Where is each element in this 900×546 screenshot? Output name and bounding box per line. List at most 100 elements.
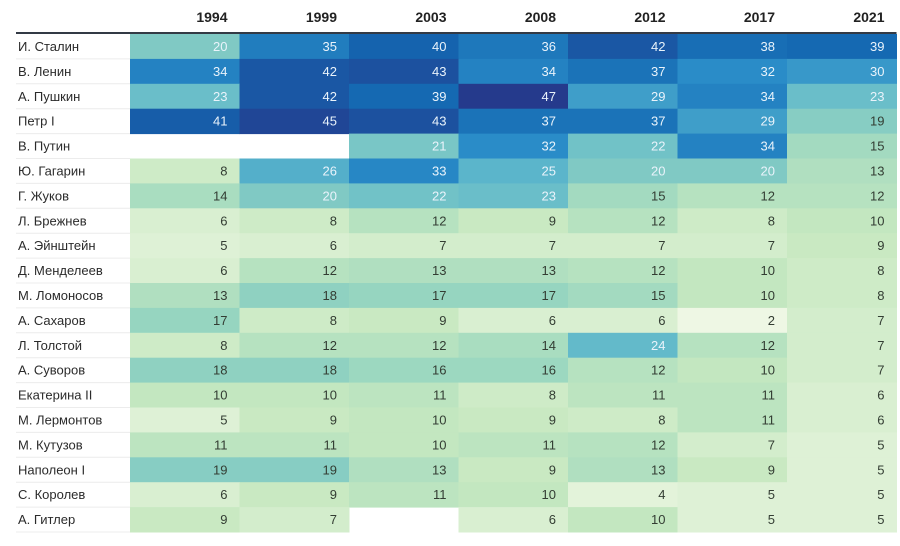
heatmap-cell [458, 507, 569, 533]
cell-value: 23 [870, 89, 884, 104]
heatmap-cell [458, 108, 569, 135]
heatmap-cell [130, 233, 240, 259]
heatmap-cell [458, 183, 569, 209]
cell-value: 10 [870, 213, 884, 228]
cell-value: 34 [761, 89, 775, 104]
cell-value: 10 [432, 412, 446, 427]
column-header: 2008 [525, 9, 556, 25]
row-label: Л. Толстой [18, 338, 82, 353]
cell-value: 9 [330, 487, 337, 502]
row-label: В. Ленин [18, 64, 71, 79]
heatmap-cell [677, 233, 788, 259]
heatmap-cell [349, 208, 459, 234]
cell-value: 8 [549, 388, 556, 403]
heatmap-cell [787, 332, 897, 359]
cell-value: 42 [323, 89, 337, 104]
heatmap-cell [677, 133, 788, 159]
cell-value: 43 [432, 64, 446, 79]
heatmap-cell [130, 357, 240, 384]
heatmap-cell [568, 507, 678, 533]
cell-value: 26 [323, 163, 337, 178]
heatmap-cell [568, 108, 678, 135]
cell-value: 18 [323, 288, 337, 303]
cell-value: 17 [213, 313, 227, 328]
heatmap-cell [130, 457, 240, 483]
column-header: 1999 [306, 9, 337, 25]
cell-value: 7 [658, 238, 665, 253]
heatmap-cell [239, 258, 350, 284]
row-label: Екатерина II [18, 388, 92, 403]
row-label: М. Ломоносов [18, 288, 103, 303]
heatmap-cell [239, 233, 350, 259]
cell-value: 23 [542, 188, 556, 203]
cell-value: 34 [213, 64, 227, 79]
heatmap-cell [568, 332, 678, 359]
cell-value: 15 [651, 288, 665, 303]
cell-value: 11 [214, 437, 228, 452]
heatmap-cell [677, 457, 788, 483]
cell-value: 5 [877, 462, 884, 477]
heatmap-cell [239, 307, 350, 334]
heatmap-cell [677, 332, 788, 359]
cell-value: 8 [768, 213, 775, 228]
heatmap-cell [677, 183, 788, 209]
cell-value: 39 [870, 39, 884, 54]
heatmap-cell [568, 283, 678, 309]
heatmap-cell [677, 108, 788, 135]
heatmap-cell [787, 183, 897, 209]
heatmap-cell [239, 457, 350, 483]
heatmap-cell [568, 34, 678, 60]
column-header: 1994 [196, 9, 227, 25]
heatmap-cell [458, 432, 569, 458]
cell-value: 12 [323, 338, 337, 353]
heatmap-cell [239, 158, 350, 184]
cell-value: 9 [549, 412, 556, 427]
cell-value: 7 [768, 238, 775, 253]
cell-value: 15 [870, 139, 884, 154]
cell-value: 10 [761, 288, 775, 303]
heatmap-cell [568, 382, 678, 408]
heatmap-cell [677, 83, 788, 110]
heatmap-cell [677, 307, 788, 334]
row-label: А. Гитлер [18, 512, 75, 527]
cell-value: 21 [432, 139, 446, 154]
cell-value: 37 [542, 114, 556, 129]
cell-value: 11 [433, 388, 447, 403]
cell-value: 5 [877, 487, 884, 502]
cell-value: 30 [870, 64, 884, 79]
cell-value: 13 [432, 462, 446, 477]
heatmap-cell [787, 407, 897, 433]
cell-value: 19 [870, 114, 884, 129]
cell-value: 6 [658, 313, 665, 328]
cell-value: 10 [761, 263, 775, 278]
column-header: 2012 [634, 9, 665, 25]
cell-value: 7 [549, 238, 556, 253]
heatmap-cell [787, 233, 897, 259]
heatmap-cell [787, 283, 897, 309]
heatmap-cell [130, 407, 240, 433]
cell-value: 9 [549, 462, 556, 477]
cell-value: 16 [542, 363, 556, 378]
cell-value: 40 [432, 39, 446, 54]
cell-value: 7 [877, 363, 884, 378]
cell-value: 39 [432, 89, 446, 104]
cell-value: 34 [542, 64, 556, 79]
heatmap-cell [787, 108, 897, 135]
heatmap-cell [130, 34, 240, 60]
cell-value: 8 [220, 338, 227, 353]
cell-value: 12 [651, 437, 665, 452]
heatmap-cell [239, 482, 350, 508]
cell-value: 43 [432, 114, 446, 129]
heatmap-cell [349, 432, 459, 458]
cell-value: 13 [870, 163, 884, 178]
cell-value: 7 [439, 238, 446, 253]
heatmap-cell [787, 133, 897, 159]
heatmap-cell [568, 482, 678, 508]
cell-value: 15 [651, 188, 665, 203]
cell-value: 7 [877, 313, 884, 328]
heatmap-cell [239, 507, 350, 533]
heatmap-cell [787, 507, 897, 533]
cell-value: 5 [877, 512, 884, 527]
cell-value: 36 [542, 39, 556, 54]
